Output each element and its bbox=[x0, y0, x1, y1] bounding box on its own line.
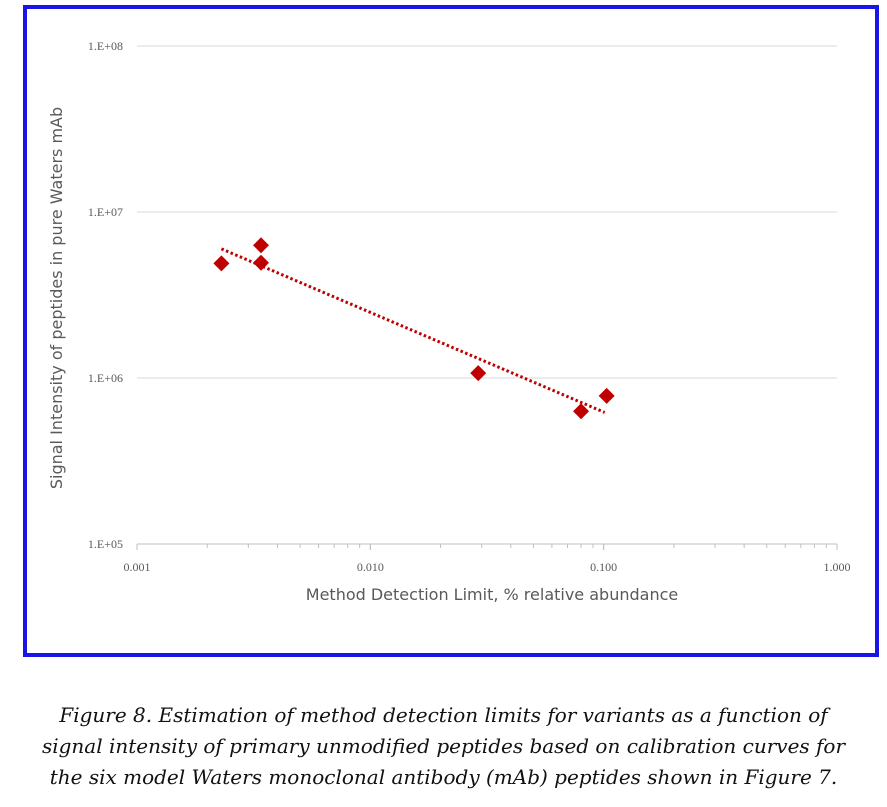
x-tick-label: 0.001 bbox=[124, 560, 151, 574]
figure-caption: Figure 8. Estimation of method detection… bbox=[20, 700, 867, 793]
y-tick-label: 1.E+08 bbox=[88, 39, 123, 53]
scatter-chart: 1.E+05 1.E+06 1.E+07 1.E+08 0.001 0.010 0.100 1… bbox=[47, 39, 851, 604]
y-tick-label: 1.E+07 bbox=[88, 205, 123, 219]
x-tick-label: 0.100 bbox=[590, 560, 617, 574]
x-tick-label: 1.000 bbox=[824, 560, 851, 574]
figure-frame: 1.E+05 1.E+06 1.E+07 1.E+08 0.001 0.010 0.100 1… bbox=[23, 5, 879, 657]
data-point bbox=[253, 237, 270, 254]
data-point bbox=[213, 255, 230, 272]
trendline bbox=[220, 247, 606, 414]
y-tick-label: 1.E+05 bbox=[88, 537, 123, 551]
y-tick-label: 1.E+06 bbox=[88, 371, 123, 385]
data-point bbox=[598, 387, 615, 404]
caption-line-3: the six model Waters monoclonal antibody… bbox=[49, 765, 838, 789]
data-point bbox=[253, 254, 270, 271]
y-axis-title: Signal Intensity of peptides in pure Wat… bbox=[47, 107, 66, 489]
data-point bbox=[470, 365, 487, 382]
caption-line-1: Figure 8. Estimation of method detection… bbox=[59, 703, 828, 727]
x-axis-title: Method Detection Limit, % relative abund… bbox=[306, 585, 678, 604]
x-tick-label: 0.010 bbox=[357, 560, 384, 574]
data-point bbox=[573, 403, 590, 420]
caption-line-2: signal intensity of primary unmodified p… bbox=[41, 734, 846, 758]
